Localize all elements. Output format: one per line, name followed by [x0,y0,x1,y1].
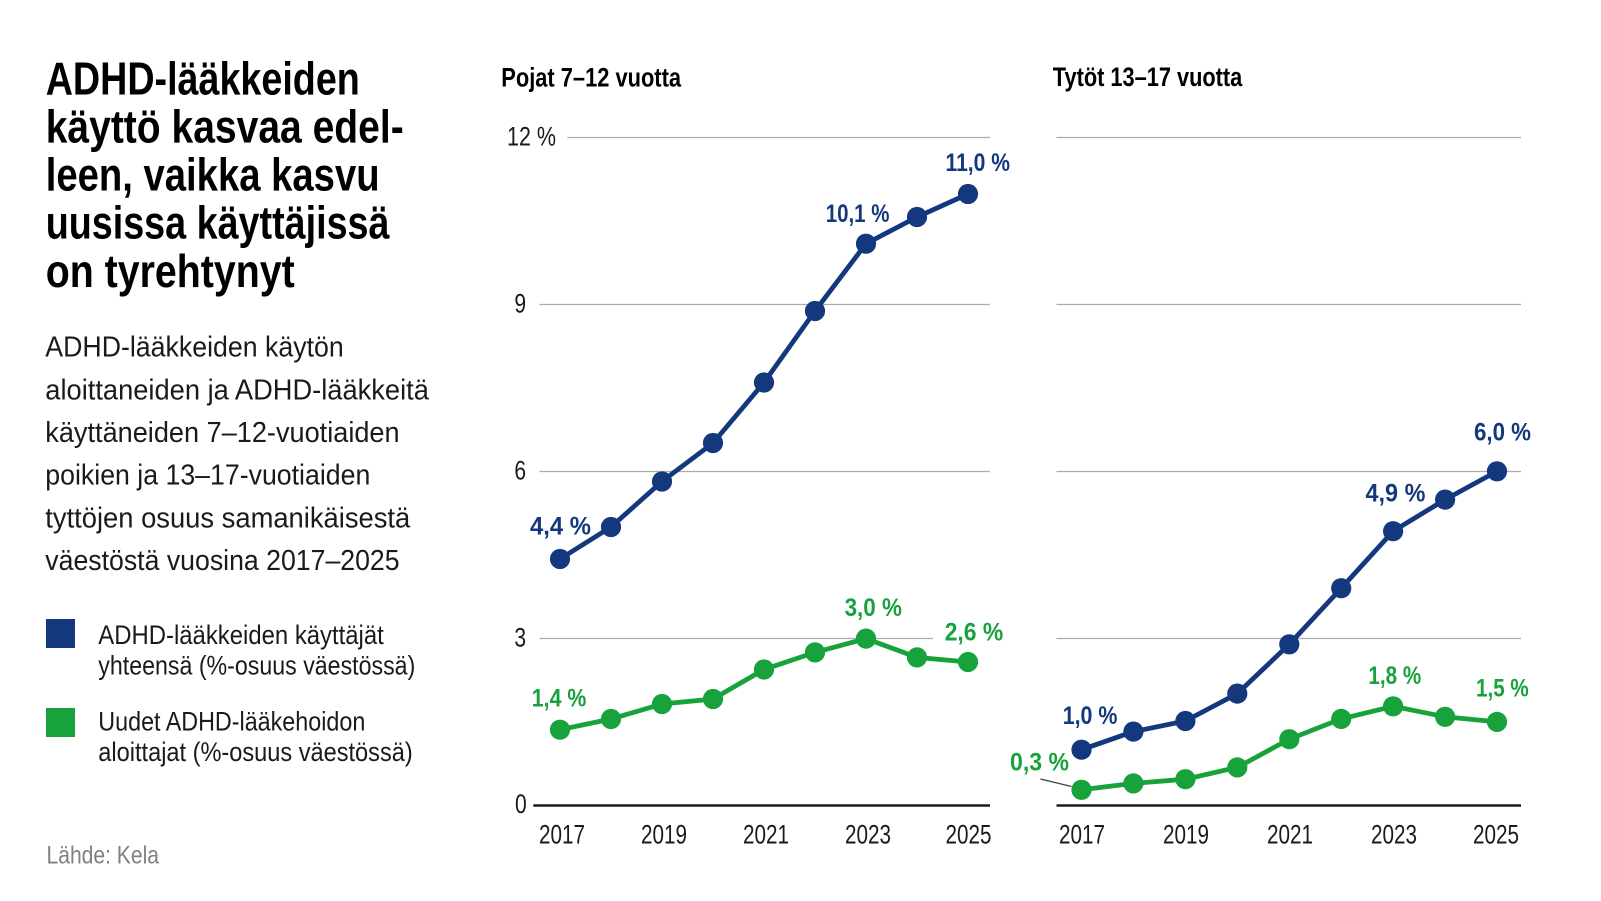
svg-text:0,3 %: 0,3 % [1010,749,1069,777]
svg-text:2017: 2017 [1059,820,1105,850]
svg-text:on tyrehtynyt: on tyrehtynyt [46,245,295,297]
svg-text:4,9 %: 4,9 % [1366,480,1426,508]
svg-text:2017: 2017 [539,820,585,850]
svg-text:2023: 2023 [845,820,891,850]
svg-text:aloittaneiden ja ADHD-lääkkeit: aloittaneiden ja ADHD-lääkkeitä [45,374,429,406]
svg-text:2021: 2021 [743,820,789,850]
svg-text:9: 9 [514,289,526,319]
svg-text:ADHD-lääkkeiden käytön: ADHD-lääkkeiden käytön [45,332,343,364]
svg-text:2019: 2019 [641,820,687,850]
svg-text:käyttö kasvaa edel-: käyttö kasvaa edel- [46,101,404,153]
svg-text:2025: 2025 [946,820,992,850]
svg-text:2025: 2025 [1473,820,1519,850]
svg-text:Lähde: Kela: Lähde: Kela [47,843,160,870]
svg-text:2,6 %: 2,6 % [945,618,1004,646]
svg-text:leen, vaikka kasvu: leen, vaikka kasvu [46,149,380,201]
svg-text:Pojat 7–12 vuotta: Pojat 7–12 vuotta [501,63,681,93]
svg-text:1,5 %: 1,5 % [1476,675,1529,703]
svg-text:12 %: 12 % [507,122,556,152]
svg-text:1,0 %: 1,0 % [1063,702,1118,730]
svg-text:poikien ja 13–17-vuotiaiden: poikien ja 13–17-vuotiaiden [45,460,370,492]
svg-text:2019: 2019 [1163,820,1209,850]
svg-text:4,4 %: 4,4 % [530,513,591,541]
svg-text:2023: 2023 [1371,820,1417,850]
svg-text:uusissa käyttäjissä: uusissa käyttäjissä [46,197,390,249]
svg-text:yhteensä (%-osuus väestössä): yhteensä (%-osuus väestössä) [98,650,415,680]
svg-text:tyttöjen osuus samanikäisestä: tyttöjen osuus samanikäisestä [45,502,411,534]
svg-text:1,8 %: 1,8 % [1368,662,1421,690]
svg-text:ADHD-lääkkeiden: ADHD-lääkkeiden [46,53,360,105]
svg-text:3,0 %: 3,0 % [845,594,902,622]
svg-text:3: 3 [514,623,526,653]
svg-text:2021: 2021 [1267,820,1313,850]
svg-text:0: 0 [515,789,527,819]
svg-text:6,0 %: 6,0 % [1474,418,1531,446]
svg-text:käyttäneiden 7–12-vuotiaiden: käyttäneiden 7–12-vuotiaiden [45,417,399,449]
svg-text:Tytöt 13–17 vuotta: Tytöt 13–17 vuotta [1053,62,1243,92]
svg-text:Uudet ADHD-lääkehoidon: Uudet ADHD-lääkehoidon [98,707,365,737]
svg-text:ADHD-lääkkeiden käyttäjät: ADHD-lääkkeiden käyttäjät [98,620,384,650]
svg-text:6: 6 [514,456,526,486]
svg-text:10,1 %: 10,1 % [826,200,890,228]
svg-text:väestöstä vuosina 2017–2025: väestöstä vuosina 2017–2025 [45,545,399,577]
svg-text:aloittajat (%-osuus väestössä): aloittajat (%-osuus väestössä) [98,737,412,767]
svg-text:1,4 %: 1,4 % [532,684,587,712]
svg-text:11,0 %: 11,0 % [946,149,1011,177]
